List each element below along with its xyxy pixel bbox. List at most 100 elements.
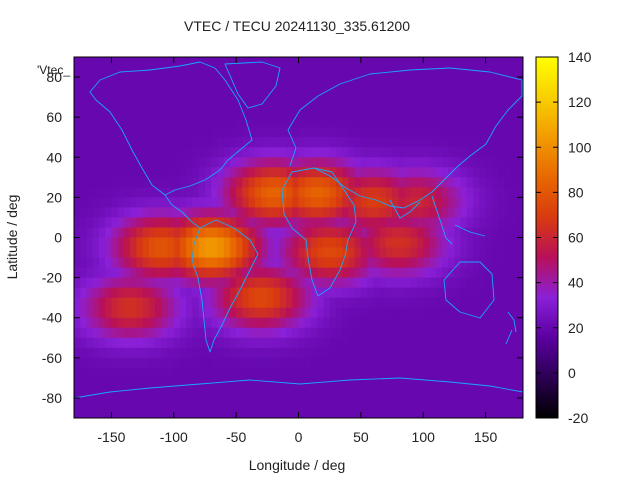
heatmap-cell (304, 227, 312, 239)
heatmap-cell (504, 407, 512, 418)
heatmap-cell (286, 257, 293, 269)
heatmap-cell (304, 97, 312, 108)
heatmap-cell (435, 87, 443, 98)
heatmap-cell (204, 207, 212, 219)
heatmap-cell (479, 87, 487, 98)
heatmap-cell (117, 287, 125, 299)
heatmap-cell (167, 157, 175, 168)
heatmap-cell (410, 207, 418, 219)
heatmap-cell (217, 357, 225, 369)
heatmap-cell (261, 167, 268, 178)
heatmap-cell (373, 137, 381, 148)
heatmap-cell (279, 237, 287, 249)
heatmap-cell (329, 307, 337, 319)
heatmap-cell (473, 307, 480, 319)
heatmap-cell (223, 97, 231, 108)
heatmap-cell (479, 357, 487, 369)
heatmap-cell (248, 377, 256, 389)
heatmap-cell (398, 227, 406, 239)
heatmap-cell (485, 127, 493, 138)
heatmap-cell (398, 407, 406, 418)
heatmap-cell (273, 167, 281, 178)
heatmap-cell (398, 317, 406, 329)
heatmap-cell (92, 337, 100, 349)
heatmap-cell (74, 187, 81, 198)
heatmap-cell (498, 227, 505, 239)
heatmap-cell (504, 197, 512, 209)
heatmap-cell (410, 377, 418, 389)
heatmap-cell (123, 77, 131, 88)
heatmap-cell (416, 297, 424, 309)
heatmap-cell (498, 137, 505, 148)
heatmap-cell (329, 207, 337, 219)
heatmap-cell (329, 217, 337, 229)
heatmap-cell (242, 357, 250, 369)
heatmap-cell (292, 157, 300, 168)
heatmap-cell (211, 187, 219, 198)
heatmap-cell (267, 337, 275, 349)
heatmap-cell (435, 67, 443, 78)
heatmap-cell (192, 357, 200, 369)
heatmap-cell (367, 217, 374, 229)
heatmap-cell (204, 187, 212, 198)
heatmap-cell (248, 287, 256, 299)
heatmap-cell (348, 207, 356, 219)
heatmap-cell (485, 327, 493, 339)
heatmap-cell (292, 97, 300, 108)
heatmap-cell (148, 57, 156, 68)
heatmap-cell (379, 137, 387, 148)
heatmap-cell (236, 177, 243, 188)
heatmap-cell (404, 387, 412, 399)
heatmap-cell (229, 97, 237, 108)
heatmap-cell (217, 97, 225, 108)
heatmap-cell (180, 67, 187, 78)
heatmap-cell (123, 137, 131, 148)
heatmap-cell (198, 87, 206, 98)
heatmap-cell (491, 377, 499, 389)
heatmap-cell (385, 407, 393, 418)
heatmap-cell (392, 257, 399, 269)
heatmap-cell (142, 77, 150, 88)
heatmap-cell (398, 347, 406, 359)
heatmap-cell (423, 137, 431, 148)
heatmap-cell (379, 247, 387, 259)
heatmap-cell (304, 157, 312, 168)
heatmap-cell (323, 347, 331, 359)
heatmap-cell (111, 227, 119, 239)
heatmap-cell (236, 107, 243, 118)
heatmap-cell (236, 407, 243, 418)
heatmap-cell (485, 227, 493, 239)
heatmap-cell (416, 97, 424, 108)
heatmap-cell (360, 377, 368, 389)
heatmap-cell (273, 187, 281, 198)
heatmap-cell (198, 77, 206, 88)
heatmap-cell (510, 347, 518, 359)
heatmap-cell (267, 167, 275, 178)
heatmap-cell (98, 67, 106, 78)
heatmap-cell (74, 297, 81, 309)
heatmap-cell (379, 147, 387, 158)
heatmap-cell (186, 357, 194, 369)
heatmap-cell (335, 137, 343, 148)
heatmap-cell (80, 317, 88, 329)
heatmap-cell (498, 67, 505, 78)
heatmap-cell (491, 237, 499, 249)
heatmap-cell (292, 107, 300, 118)
heatmap-cell (74, 387, 81, 399)
heatmap-cell (510, 177, 518, 188)
heatmap-cell (473, 177, 480, 188)
heatmap-cell (304, 307, 312, 319)
heatmap-cell (448, 337, 456, 349)
heatmap-cell (304, 177, 312, 188)
heatmap-cell (229, 327, 237, 339)
heatmap-cell (254, 327, 262, 339)
heatmap-cell (317, 147, 325, 158)
heatmap-cell (360, 177, 368, 188)
heatmap-cell (123, 297, 131, 309)
heatmap-cell (248, 217, 256, 229)
heatmap-cell (367, 397, 374, 409)
heatmap-cell (460, 327, 468, 339)
heatmap-cell (105, 227, 113, 239)
heatmap-cell (229, 217, 237, 229)
heatmap-cell (98, 197, 106, 209)
